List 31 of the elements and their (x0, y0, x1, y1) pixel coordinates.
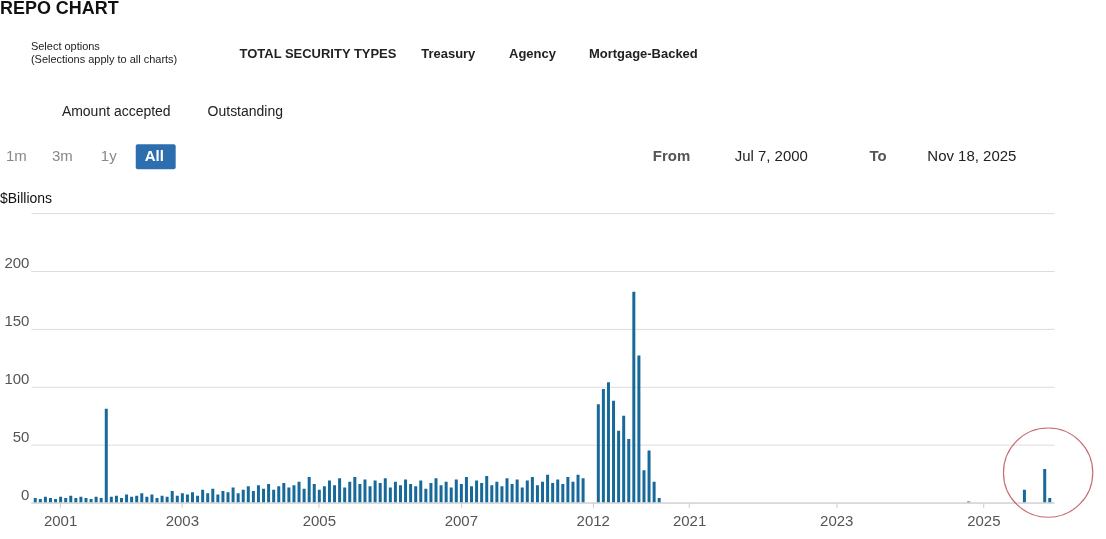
text: 3m (51, 147, 73, 165)
x-tick-label: 2003 (165, 512, 200, 530)
text: Select options (30, 40, 101, 53)
x-tick-label: 2023 (820, 512, 854, 530)
y-tick-label: 150 (4, 312, 30, 330)
y-axis-title: $Billions (0, 190, 53, 207)
text: (Selections apply to all charts) (30, 53, 178, 66)
text: Mortgage-Backed (588, 46, 698, 62)
text: Agency (509, 46, 557, 62)
text: 1y (100, 147, 118, 165)
x-tick-label: 2005 (302, 512, 336, 530)
x-tick-label: 2025 (967, 512, 1001, 530)
text: Outstanding (207, 103, 283, 120)
text: To (869, 147, 887, 165)
x-tick-label: 2021 (672, 512, 707, 530)
text: TOTAL SECURITY TYPES (239, 46, 397, 62)
chart-title: REPO CHART (0, 0, 119, 19)
y-tick-label: 50 (12, 428, 30, 446)
y-tick-label: 0 (21, 486, 30, 504)
y-tick-label: 100 (4, 370, 30, 388)
y-tick-label: 200 (4, 254, 30, 272)
text: 1m (5, 147, 27, 165)
text: From (652, 147, 691, 165)
x-tick-label: 2007 (444, 512, 479, 530)
text: All (144, 147, 164, 165)
text: Nov 18, 2025 (927, 147, 1017, 165)
x-tick-label: 2001 (43, 512, 78, 530)
text: Treasury (421, 46, 477, 62)
text: Amount accepted (61, 103, 171, 120)
x-tick-label: 2012 (576, 512, 610, 530)
text: Jul 7, 2000 (734, 147, 808, 165)
